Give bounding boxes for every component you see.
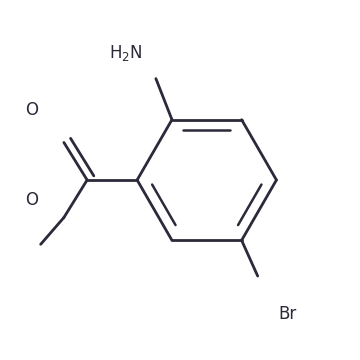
Text: O: O <box>25 102 38 120</box>
Text: H$_2$N: H$_2$N <box>109 43 143 63</box>
Text: O: O <box>25 191 38 209</box>
Text: Br: Br <box>278 305 296 323</box>
